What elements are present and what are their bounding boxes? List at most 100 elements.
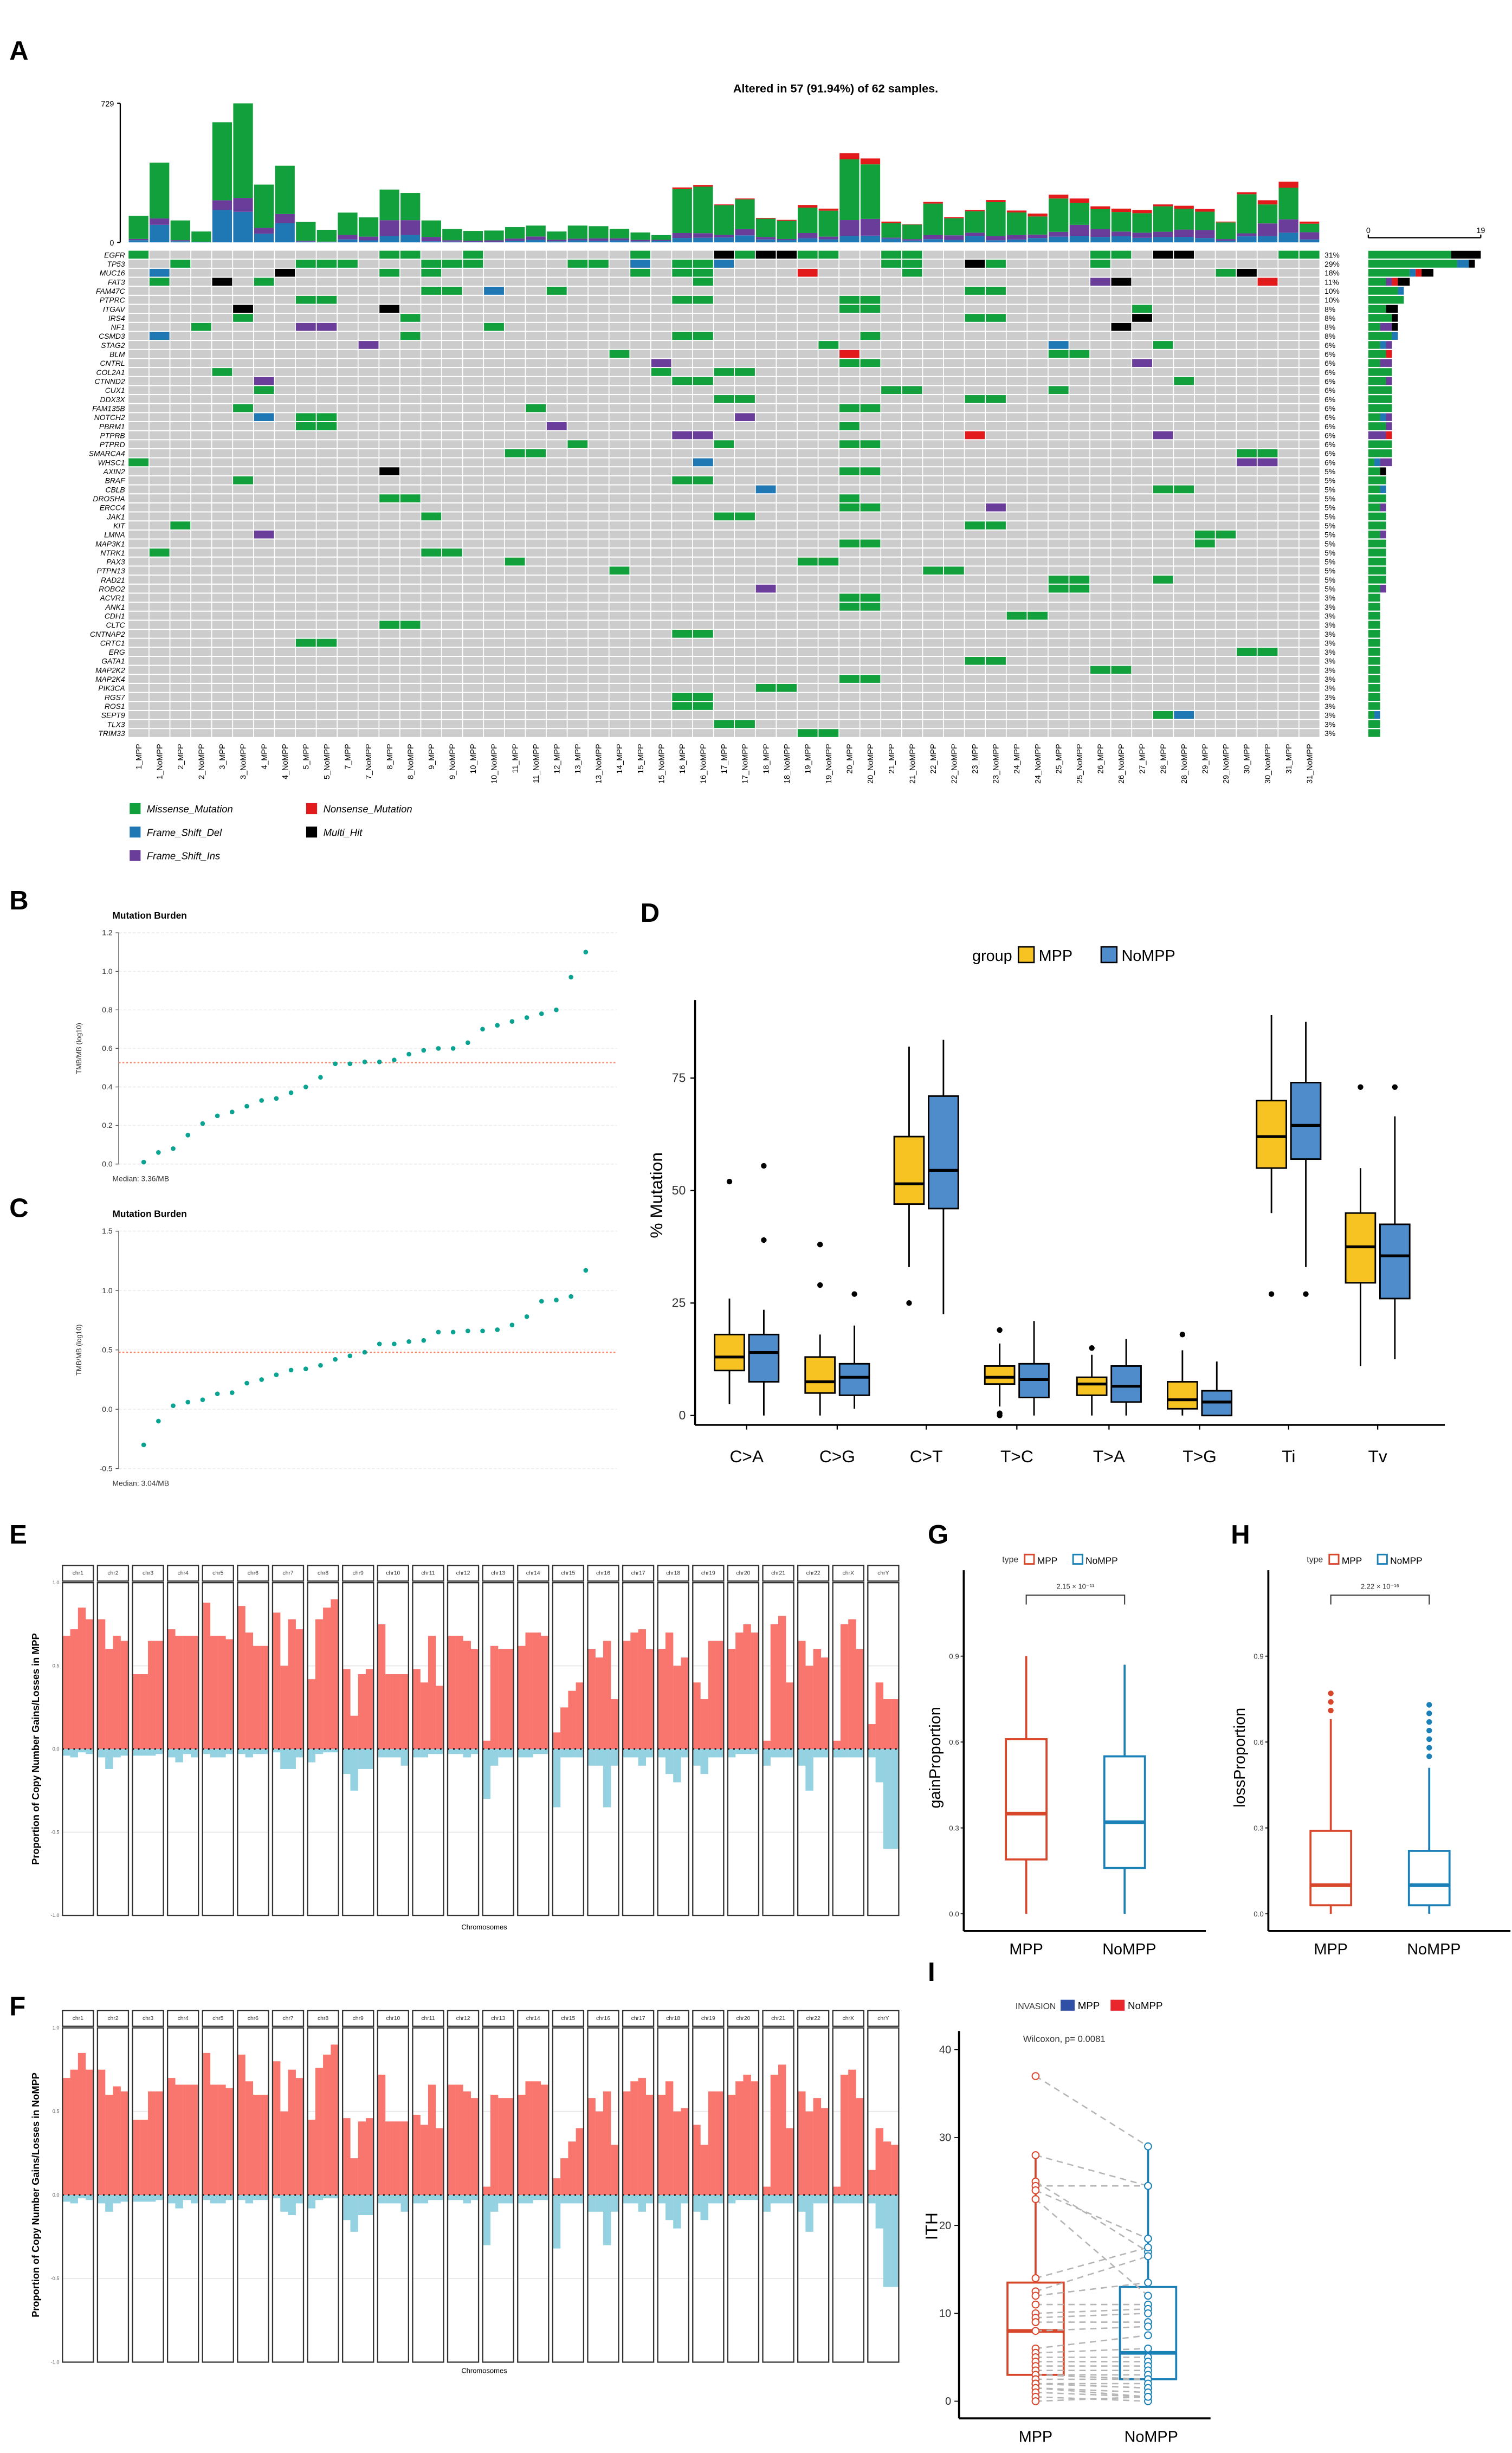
empty-cell: [379, 593, 400, 602]
gene-label: DROSHA: [93, 494, 125, 503]
mutation-cell-missense: [797, 729, 818, 737]
box-mpp: [1345, 1084, 1377, 1366]
loss-segment: [840, 1749, 849, 1758]
top-bar-segment-del: [128, 240, 148, 243]
empty-cell: [275, 584, 295, 593]
mutation-cell-multi-hit: [965, 260, 985, 268]
gene-frequency-label: 3%: [1324, 648, 1335, 656]
empty-cell: [714, 503, 734, 512]
empty-cell: [526, 593, 546, 602]
data-point: [259, 1098, 264, 1103]
empty-cell: [1028, 593, 1048, 602]
empty-cell: [1299, 621, 1320, 629]
top-bar-segment-del: [379, 236, 399, 243]
empty-cell: [630, 611, 651, 620]
empty-cell: [1174, 494, 1194, 502]
empty-cell: [1111, 386, 1132, 395]
empty-cell: [965, 449, 985, 457]
empty-cell: [379, 332, 400, 340]
gene-bar-segment-missense: [1368, 350, 1386, 358]
empty-cell: [254, 295, 274, 304]
empty-cell: [672, 440, 693, 448]
gene-bar-segment-missense: [1368, 611, 1380, 620]
loss-segment: [700, 2194, 708, 2220]
empty-cell: [1069, 287, 1090, 295]
gene-frequency-label: 6%: [1324, 404, 1335, 412]
empty-cell: [421, 449, 442, 457]
loss-segment: [225, 2194, 234, 2200]
oncoplot-row: SEPT9 3%: [101, 711, 1335, 720]
empty-cell: [1090, 485, 1110, 494]
empty-cell: [463, 611, 483, 620]
empty-cell: [484, 449, 504, 457]
gain-segment: [611, 1699, 619, 1750]
mutation-cell-missense: [714, 720, 734, 728]
empty-cell: [567, 314, 588, 322]
empty-cell: [693, 711, 713, 719]
empty-cell: [1069, 603, 1090, 611]
empty-cell: [170, 377, 191, 385]
empty-cell: [295, 404, 316, 412]
loss-segment: [280, 1749, 288, 1769]
empty-cell: [923, 593, 944, 602]
mutation-cell-missense: [1090, 260, 1110, 268]
empty-cell: [881, 683, 901, 692]
empty-cell: [191, 368, 211, 376]
empty-cell: [609, 557, 630, 566]
empty-cell: [1174, 431, 1194, 440]
empty-cell: [546, 603, 567, 611]
empty-cell: [777, 603, 797, 611]
top-bar-segment-del: [191, 242, 211, 243]
loss-segment: [463, 2194, 471, 2204]
empty-cell: [421, 638, 442, 647]
empty-cell: [1111, 395, 1132, 403]
empty-cell: [797, 332, 818, 340]
gain-segment: [518, 1645, 526, 1750]
empty-cell: [651, 557, 671, 566]
legend-label: Frame_Shift_Del: [147, 827, 222, 838]
empty-cell: [254, 494, 274, 502]
empty-cell: [191, 494, 211, 502]
mutation-cell-frame-shift-ins: [546, 422, 567, 430]
gain-segment: [665, 2081, 674, 2195]
empty-cell: [1174, 440, 1194, 448]
empty-cell: [944, 341, 964, 349]
mutation-cell-frame-shift-ins: [693, 431, 713, 440]
empty-cell: [714, 295, 734, 304]
empty-cell: [191, 359, 211, 367]
data-point: [524, 1015, 529, 1020]
empty-cell: [777, 666, 797, 674]
empty-cell: [1278, 503, 1299, 512]
empty-cell: [797, 295, 818, 304]
empty-cell: [295, 431, 316, 440]
empty-cell: [275, 656, 295, 665]
empty-cell: [777, 512, 797, 521]
panel-border: [342, 1581, 374, 1916]
empty-cell: [944, 539, 964, 548]
empty-cell: [1299, 386, 1320, 395]
empty-cell: [1090, 503, 1110, 512]
gene-frequency-label: 3%: [1324, 693, 1335, 701]
empty-cell: [275, 683, 295, 692]
empty-cell: [1257, 395, 1278, 403]
empty-cell: [316, 350, 337, 358]
chromosome-label: chr5: [212, 1571, 223, 1577]
gene-frequency-label: 6%: [1324, 350, 1335, 359]
empty-cell: [735, 350, 755, 358]
gain-segment: [630, 1632, 638, 1750]
mutation-cell-missense: [693, 377, 713, 385]
empty-cell: [777, 458, 797, 467]
empty-cell: [442, 268, 462, 277]
empty-cell: [1028, 268, 1048, 277]
empty-cell: [693, 314, 713, 322]
empty-cell: [923, 683, 944, 692]
top-bar-segment-del: [839, 236, 860, 243]
empty-cell: [484, 539, 504, 548]
loss-segment: [786, 2194, 794, 2204]
gain-segment: [253, 2094, 261, 2195]
mutation-cell-nonsense: [965, 431, 985, 440]
empty-cell: [881, 277, 901, 286]
empty-cell: [797, 422, 818, 430]
copy-number-chart-f: Proportion of Copy Number Gains/Losses i…: [30, 2010, 900, 2375]
empty-cell: [212, 350, 232, 358]
